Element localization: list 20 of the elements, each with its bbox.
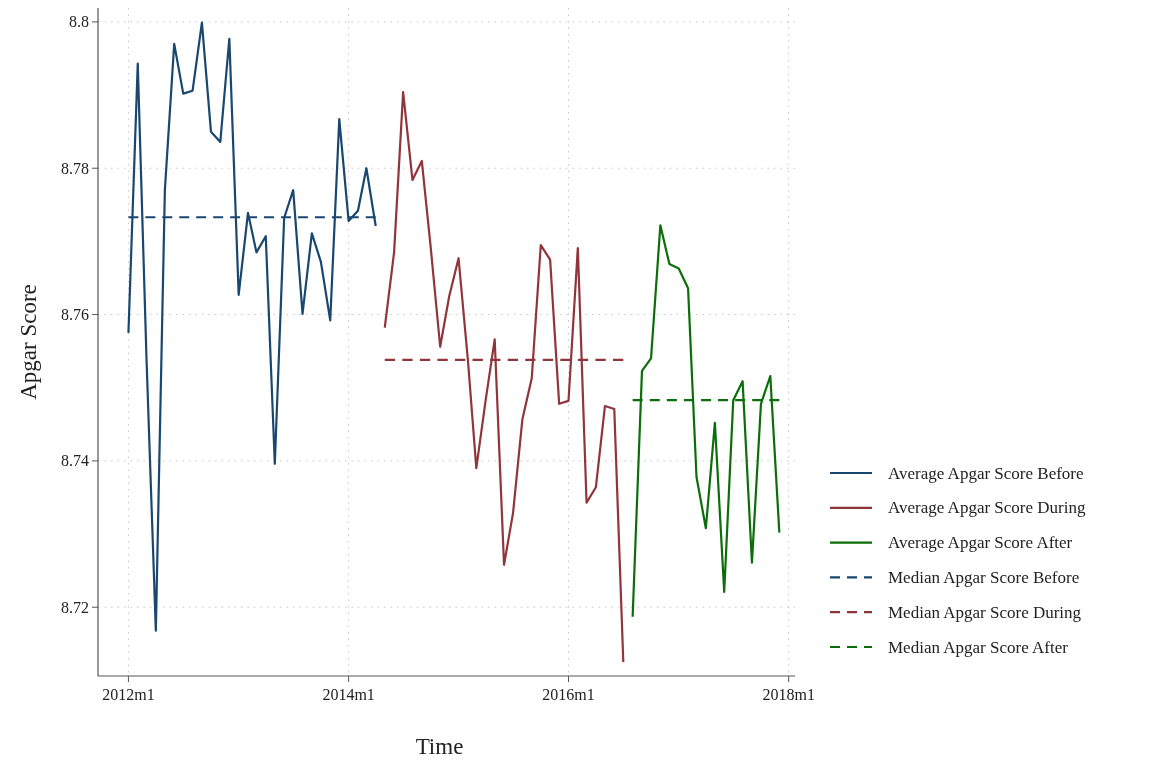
y-tick-label: 8.74 bbox=[61, 452, 89, 470]
legend-label: Median Apgar Score After bbox=[888, 637, 1069, 657]
y-tick-label: 8.72 bbox=[61, 598, 89, 616]
line-series bbox=[631, 224, 781, 618]
legend-label: Average Apgar Score Before bbox=[888, 463, 1084, 483]
x-tick-label: 2014m1 bbox=[322, 686, 375, 703]
y-tick-label: 8.8 bbox=[69, 13, 89, 31]
legend-label: Average Apgar Score After bbox=[888, 533, 1073, 553]
legend-label: Median Apgar Score During bbox=[888, 602, 1082, 622]
line-series bbox=[383, 91, 625, 664]
y-axis-title: Apgar Score bbox=[16, 284, 41, 400]
legend-label: Median Apgar Score Before bbox=[888, 567, 1080, 587]
x-axis-title: Time bbox=[415, 734, 464, 759]
legend-label: Average Apgar Score During bbox=[888, 498, 1086, 518]
y-tick-label: 8.78 bbox=[61, 159, 89, 177]
x-tick-label: 2012m1 bbox=[102, 686, 155, 703]
x-tick-label: 2018m1 bbox=[762, 686, 815, 703]
y-tick-label: 8.76 bbox=[61, 306, 89, 324]
x-tick-label: 2016m1 bbox=[542, 686, 595, 703]
line-series bbox=[127, 21, 377, 632]
